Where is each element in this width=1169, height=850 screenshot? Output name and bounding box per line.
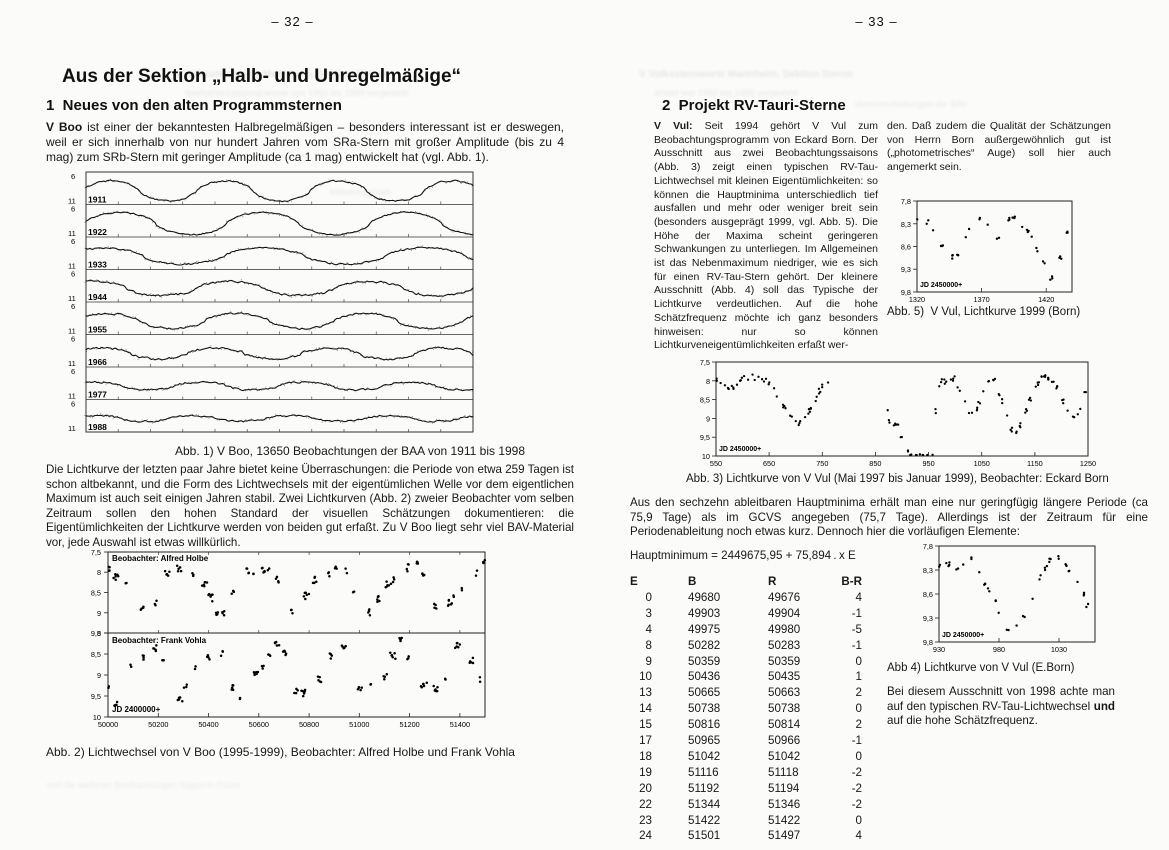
svg-text:650: 650 xyxy=(763,459,775,468)
svg-text:51000: 51000 xyxy=(349,720,369,729)
svg-text:JD 2400000+: JD 2400000+ xyxy=(112,705,161,714)
svg-text:8,5: 8,5 xyxy=(91,589,101,598)
svg-text:7,8: 7,8 xyxy=(901,197,911,206)
svg-text:1977: 1977 xyxy=(88,390,107,400)
svg-text:1944: 1944 xyxy=(88,292,107,302)
svg-text:1420: 1420 xyxy=(1038,295,1054,304)
svg-text:950: 950 xyxy=(923,459,935,468)
svg-text:8,6: 8,6 xyxy=(901,243,911,252)
svg-text:8,3: 8,3 xyxy=(923,566,933,575)
svg-text:7,5: 7,5 xyxy=(91,548,101,557)
svg-text:Beobachter: Alfred Holbe: Beobachter: Alfred Holbe xyxy=(112,554,209,563)
svg-text:6: 6 xyxy=(71,205,75,214)
svg-text:JD 2450000+: JD 2450000+ xyxy=(942,632,984,639)
svg-text:9: 9 xyxy=(97,609,101,618)
svg-text:6: 6 xyxy=(71,335,75,344)
svg-text:1370: 1370 xyxy=(973,295,989,304)
svg-text:Beobachter: Frank Vohla: Beobachter: Frank Vohla xyxy=(112,636,207,645)
svg-text:50800: 50800 xyxy=(299,720,319,729)
svg-text:6: 6 xyxy=(71,270,75,279)
svg-text:6: 6 xyxy=(71,367,75,376)
svg-text:1922: 1922 xyxy=(88,227,107,237)
svg-text:9,3: 9,3 xyxy=(901,265,911,274)
svg-text:1988: 1988 xyxy=(88,422,107,432)
svg-text:1320: 1320 xyxy=(909,295,925,304)
svg-text:JD 2450000+: JD 2450000+ xyxy=(719,446,761,453)
svg-text:9: 9 xyxy=(97,671,101,680)
svg-text:1911: 1911 xyxy=(88,195,107,205)
svg-text:1050: 1050 xyxy=(974,459,990,468)
svg-text:9: 9 xyxy=(706,414,710,423)
svg-text:8: 8 xyxy=(706,377,710,386)
svg-text:750: 750 xyxy=(816,459,828,468)
svg-text:50600: 50600 xyxy=(249,720,269,729)
svg-text:6: 6 xyxy=(71,237,75,246)
svg-text:JD 2450000+: JD 2450000+ xyxy=(920,282,962,289)
svg-text:930: 930 xyxy=(933,645,945,654)
svg-text:8,6: 8,6 xyxy=(923,590,933,599)
svg-text:9,5: 9,5 xyxy=(91,692,101,701)
svg-text:850: 850 xyxy=(869,459,881,468)
svg-text:8,5: 8,5 xyxy=(700,396,710,405)
svg-text:51200: 51200 xyxy=(399,720,419,729)
svg-text:1966: 1966 xyxy=(88,357,107,367)
svg-text:9,5: 9,5 xyxy=(700,433,710,442)
svg-text:9,3: 9,3 xyxy=(923,614,933,623)
svg-text:6: 6 xyxy=(71,172,75,181)
svg-text:1030: 1030 xyxy=(1051,645,1067,654)
svg-text:50000: 50000 xyxy=(98,720,118,729)
svg-text:1955: 1955 xyxy=(88,325,107,335)
svg-text:6: 6 xyxy=(71,400,75,409)
svg-text:9,8: 9,8 xyxy=(923,638,933,647)
svg-text:1933: 1933 xyxy=(88,260,107,270)
svg-text:1250: 1250 xyxy=(1080,459,1096,468)
svg-text:51400: 51400 xyxy=(450,720,470,729)
svg-text:550: 550 xyxy=(710,459,722,468)
svg-text:11: 11 xyxy=(68,424,76,433)
svg-text:50400: 50400 xyxy=(198,720,218,729)
svg-text:980: 980 xyxy=(993,645,1005,654)
svg-text:50200: 50200 xyxy=(148,720,168,729)
svg-text:8,3: 8,3 xyxy=(901,220,911,229)
svg-text:8: 8 xyxy=(97,568,101,577)
svg-text:10: 10 xyxy=(702,452,710,461)
svg-text:8,5: 8,5 xyxy=(91,650,101,659)
svg-text:6: 6 xyxy=(71,302,75,311)
svg-text:7,5: 7,5 xyxy=(700,358,710,367)
svg-text:8: 8 xyxy=(97,629,101,638)
svg-text:1150: 1150 xyxy=(1027,459,1043,468)
svg-text:7,8: 7,8 xyxy=(923,542,933,551)
